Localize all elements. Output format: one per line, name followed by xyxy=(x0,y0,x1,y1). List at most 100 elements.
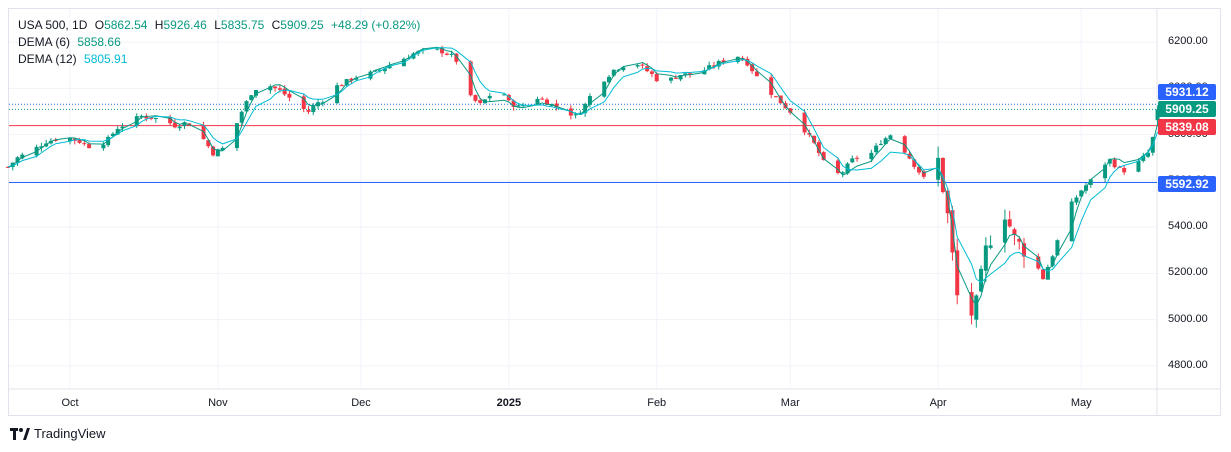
candle-body xyxy=(282,88,287,95)
candle xyxy=(311,103,316,116)
candle-body xyxy=(177,126,182,129)
candle-body xyxy=(387,65,392,69)
candle-body xyxy=(153,117,158,120)
candle-body xyxy=(678,75,683,80)
candle-body xyxy=(220,147,225,151)
candle xyxy=(921,169,926,179)
candle-body xyxy=(1022,243,1026,257)
candle-body xyxy=(912,159,917,167)
candle-body xyxy=(802,112,807,133)
candle-body xyxy=(511,100,516,107)
candle xyxy=(1041,268,1046,280)
candle-body xyxy=(583,103,588,114)
candle xyxy=(444,52,449,56)
candle-body xyxy=(249,95,254,101)
candle xyxy=(945,188,950,224)
candle xyxy=(287,90,292,102)
brand-label: TradingView xyxy=(34,426,106,441)
dema12-value: 5805.91 xyxy=(84,52,128,66)
candle-body xyxy=(835,160,840,174)
candle xyxy=(153,117,158,123)
candle-body xyxy=(144,116,149,119)
chart-frame xyxy=(8,8,1221,416)
candle-body xyxy=(1112,159,1117,168)
candle-body xyxy=(244,101,249,112)
candle xyxy=(1045,264,1050,280)
candle-body xyxy=(1079,190,1084,197)
candle-body xyxy=(5,166,10,168)
candle-body xyxy=(545,99,549,105)
candle-body xyxy=(611,69,616,76)
dema6-label: DEMA (6) xyxy=(18,35,71,49)
candle-body xyxy=(1122,167,1127,173)
candle-body xyxy=(955,250,960,296)
tradingview-brand[interactable]: TradingView xyxy=(10,426,106,441)
low-value: L5835.75 xyxy=(214,18,265,32)
candle-body xyxy=(945,190,950,214)
candle-body xyxy=(1055,240,1060,256)
candle-body xyxy=(850,158,855,163)
candle-body xyxy=(449,53,454,55)
candle-body xyxy=(974,295,979,320)
candle-body xyxy=(182,122,187,126)
candle-body xyxy=(587,95,592,105)
candle xyxy=(1146,149,1151,158)
candle-body xyxy=(287,93,292,98)
candle-body xyxy=(921,171,926,177)
candle-body xyxy=(268,86,273,91)
candle xyxy=(587,93,592,108)
open-value: O5862.54 xyxy=(94,18,148,32)
candle-body xyxy=(254,89,259,96)
dema-lines xyxy=(7,46,1159,307)
candle-body xyxy=(77,139,82,143)
candle-body xyxy=(172,122,177,128)
candle xyxy=(249,94,254,101)
candle xyxy=(602,81,607,98)
candle xyxy=(273,86,278,92)
candle-body xyxy=(1146,152,1151,157)
dema6-value: 5858.66 xyxy=(77,35,121,49)
candle xyxy=(301,93,306,113)
candle-body xyxy=(721,60,726,63)
candle-body xyxy=(1103,164,1108,179)
candle-body xyxy=(554,103,559,108)
dema12-legend: DEMA (12) 5805.91 xyxy=(18,51,131,67)
candle-body xyxy=(435,48,440,50)
candle-body xyxy=(821,152,826,160)
candle-body xyxy=(940,157,945,193)
candle xyxy=(1074,195,1079,206)
candle xyxy=(988,235,993,250)
candle xyxy=(688,73,693,78)
candle-body xyxy=(48,140,53,144)
candle xyxy=(983,237,988,283)
candle xyxy=(478,98,483,105)
candle xyxy=(554,99,559,111)
candle-body xyxy=(1074,197,1079,203)
candle-body xyxy=(1069,201,1074,242)
candle-body xyxy=(277,88,282,90)
candle-body xyxy=(1036,256,1041,269)
y-tick-label: 5400.00 xyxy=(1168,220,1208,233)
candle-body xyxy=(773,96,778,98)
y-tick-label: 6200.00 xyxy=(1168,35,1208,48)
candle xyxy=(239,110,244,127)
candle-body xyxy=(816,142,821,154)
candle xyxy=(850,155,855,164)
candle xyxy=(769,74,774,99)
candle xyxy=(182,121,187,129)
candle xyxy=(1022,237,1026,268)
candle-body xyxy=(688,73,693,75)
candle-body xyxy=(1017,238,1022,242)
candle-body xyxy=(673,77,678,79)
candle xyxy=(1155,105,1160,127)
close-value: C5909.25 xyxy=(271,18,324,32)
candle xyxy=(669,76,674,84)
candle xyxy=(168,114,173,126)
candle-body xyxy=(168,117,173,124)
candle xyxy=(735,56,740,64)
candle xyxy=(172,119,177,129)
candle-body xyxy=(969,292,974,316)
candle-body xyxy=(769,77,774,95)
candle-body xyxy=(306,110,311,112)
